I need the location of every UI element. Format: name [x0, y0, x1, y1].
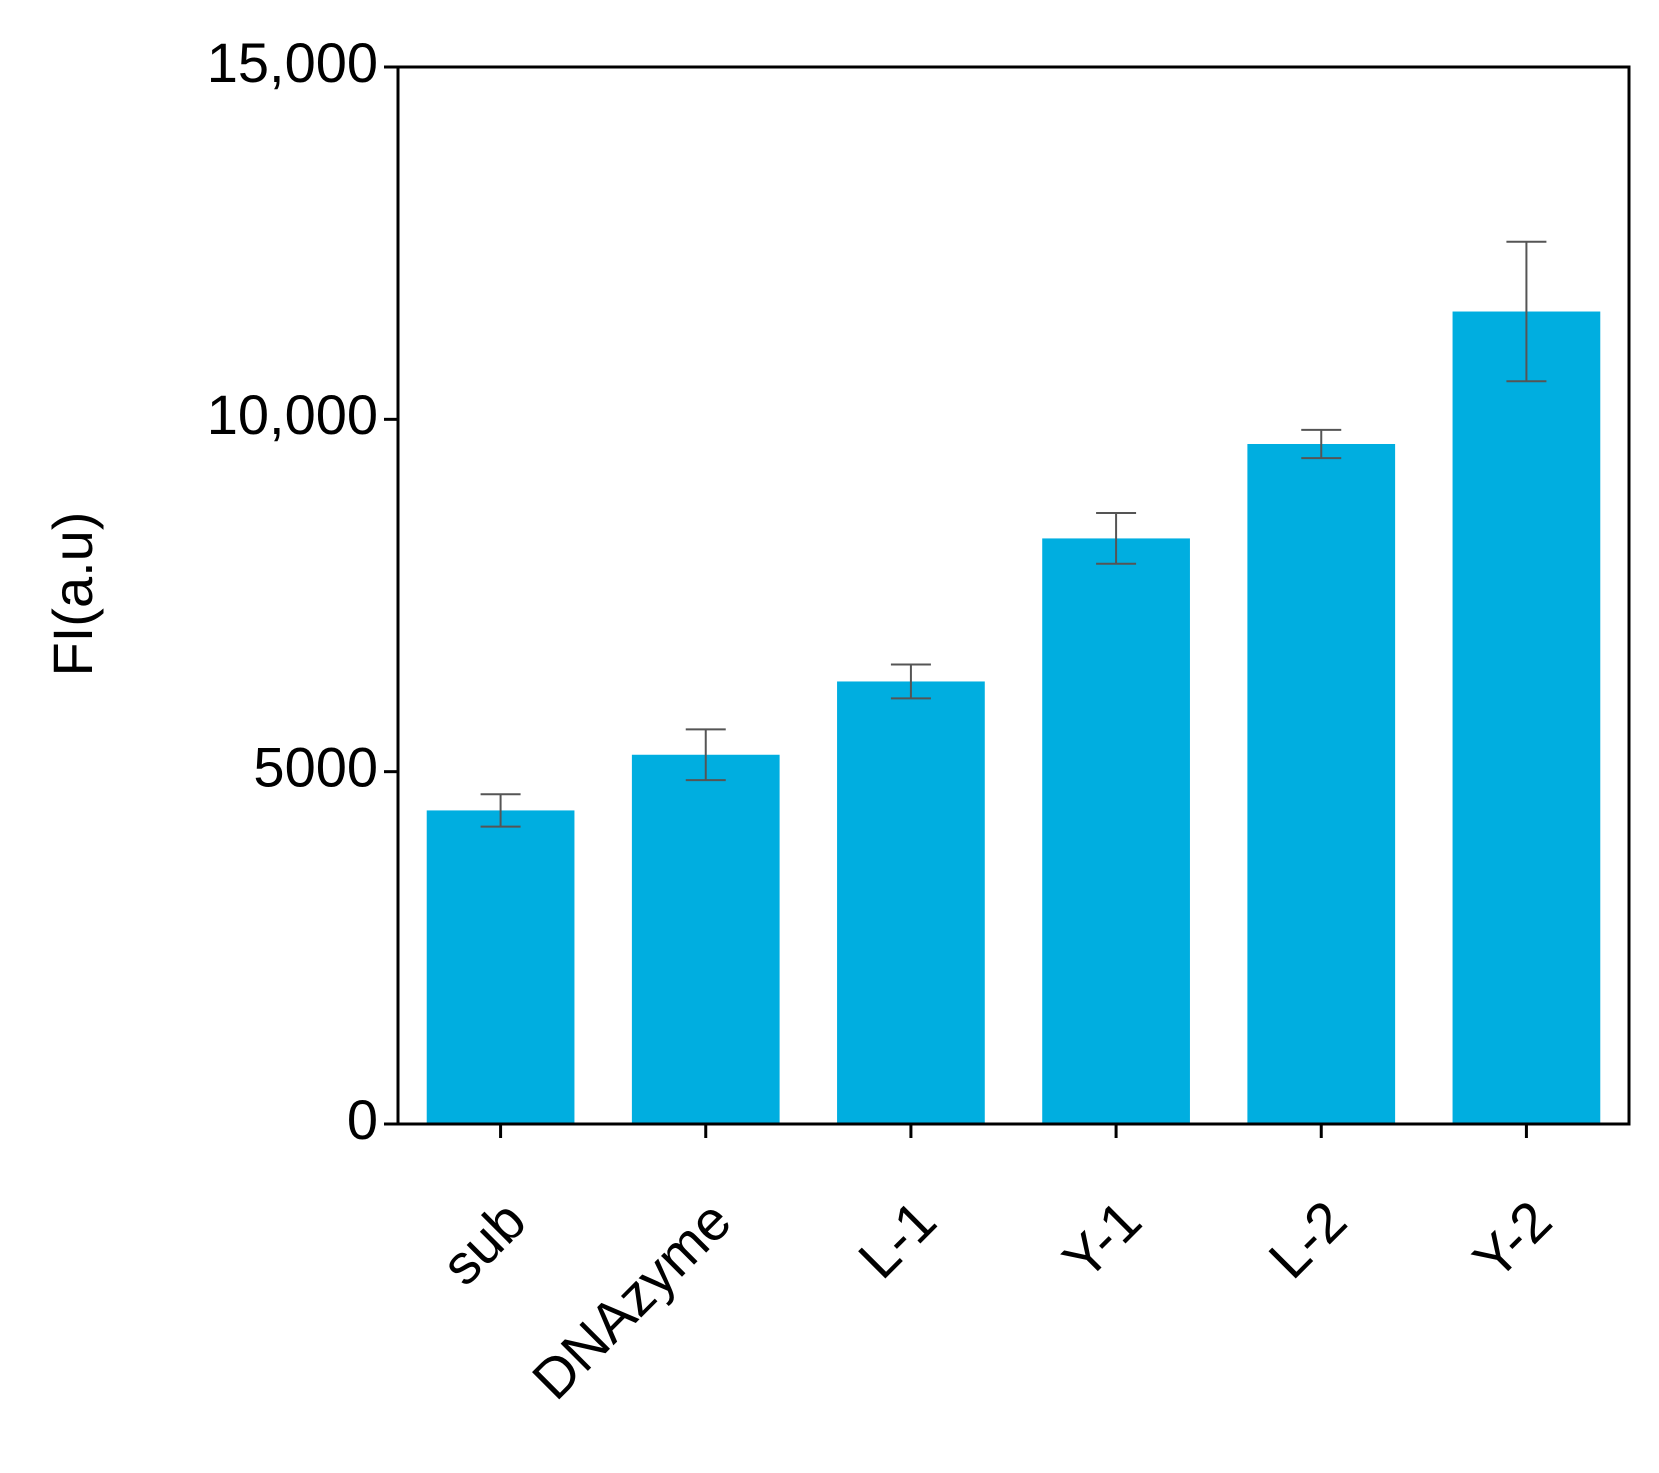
x-tick-label: Y-2 [1461, 1188, 1564, 1291]
plot-frame [396, 65, 1631, 1126]
bar [837, 681, 985, 1124]
y-tick-label: 5000 [253, 735, 378, 798]
x-tick-label: DNAzyme [520, 1188, 743, 1411]
x-tick-label: sub [429, 1188, 537, 1296]
error-bar [1506, 240, 1547, 383]
bar [426, 810, 575, 1124]
x-tick-label: Y-1 [1050, 1188, 1153, 1291]
error-bar [890, 663, 931, 700]
bar [1042, 538, 1190, 1124]
y-tick-label: 15,000 [207, 31, 378, 94]
error-bar [480, 793, 521, 828]
bar [1247, 443, 1396, 1124]
error-bar [1096, 512, 1137, 565]
x-tick-label: L-1 [846, 1188, 948, 1290]
y-tick-label: 10,000 [207, 383, 378, 446]
error-bar [685, 728, 726, 782]
y-axis-label: FI(a.u) [41, 512, 104, 677]
x-tick-label: L-2 [1256, 1188, 1358, 1290]
bar [631, 754, 780, 1124]
y-tick-label: 0 [347, 1088, 378, 1151]
error-bar [1301, 428, 1342, 460]
bar [1452, 311, 1601, 1124]
